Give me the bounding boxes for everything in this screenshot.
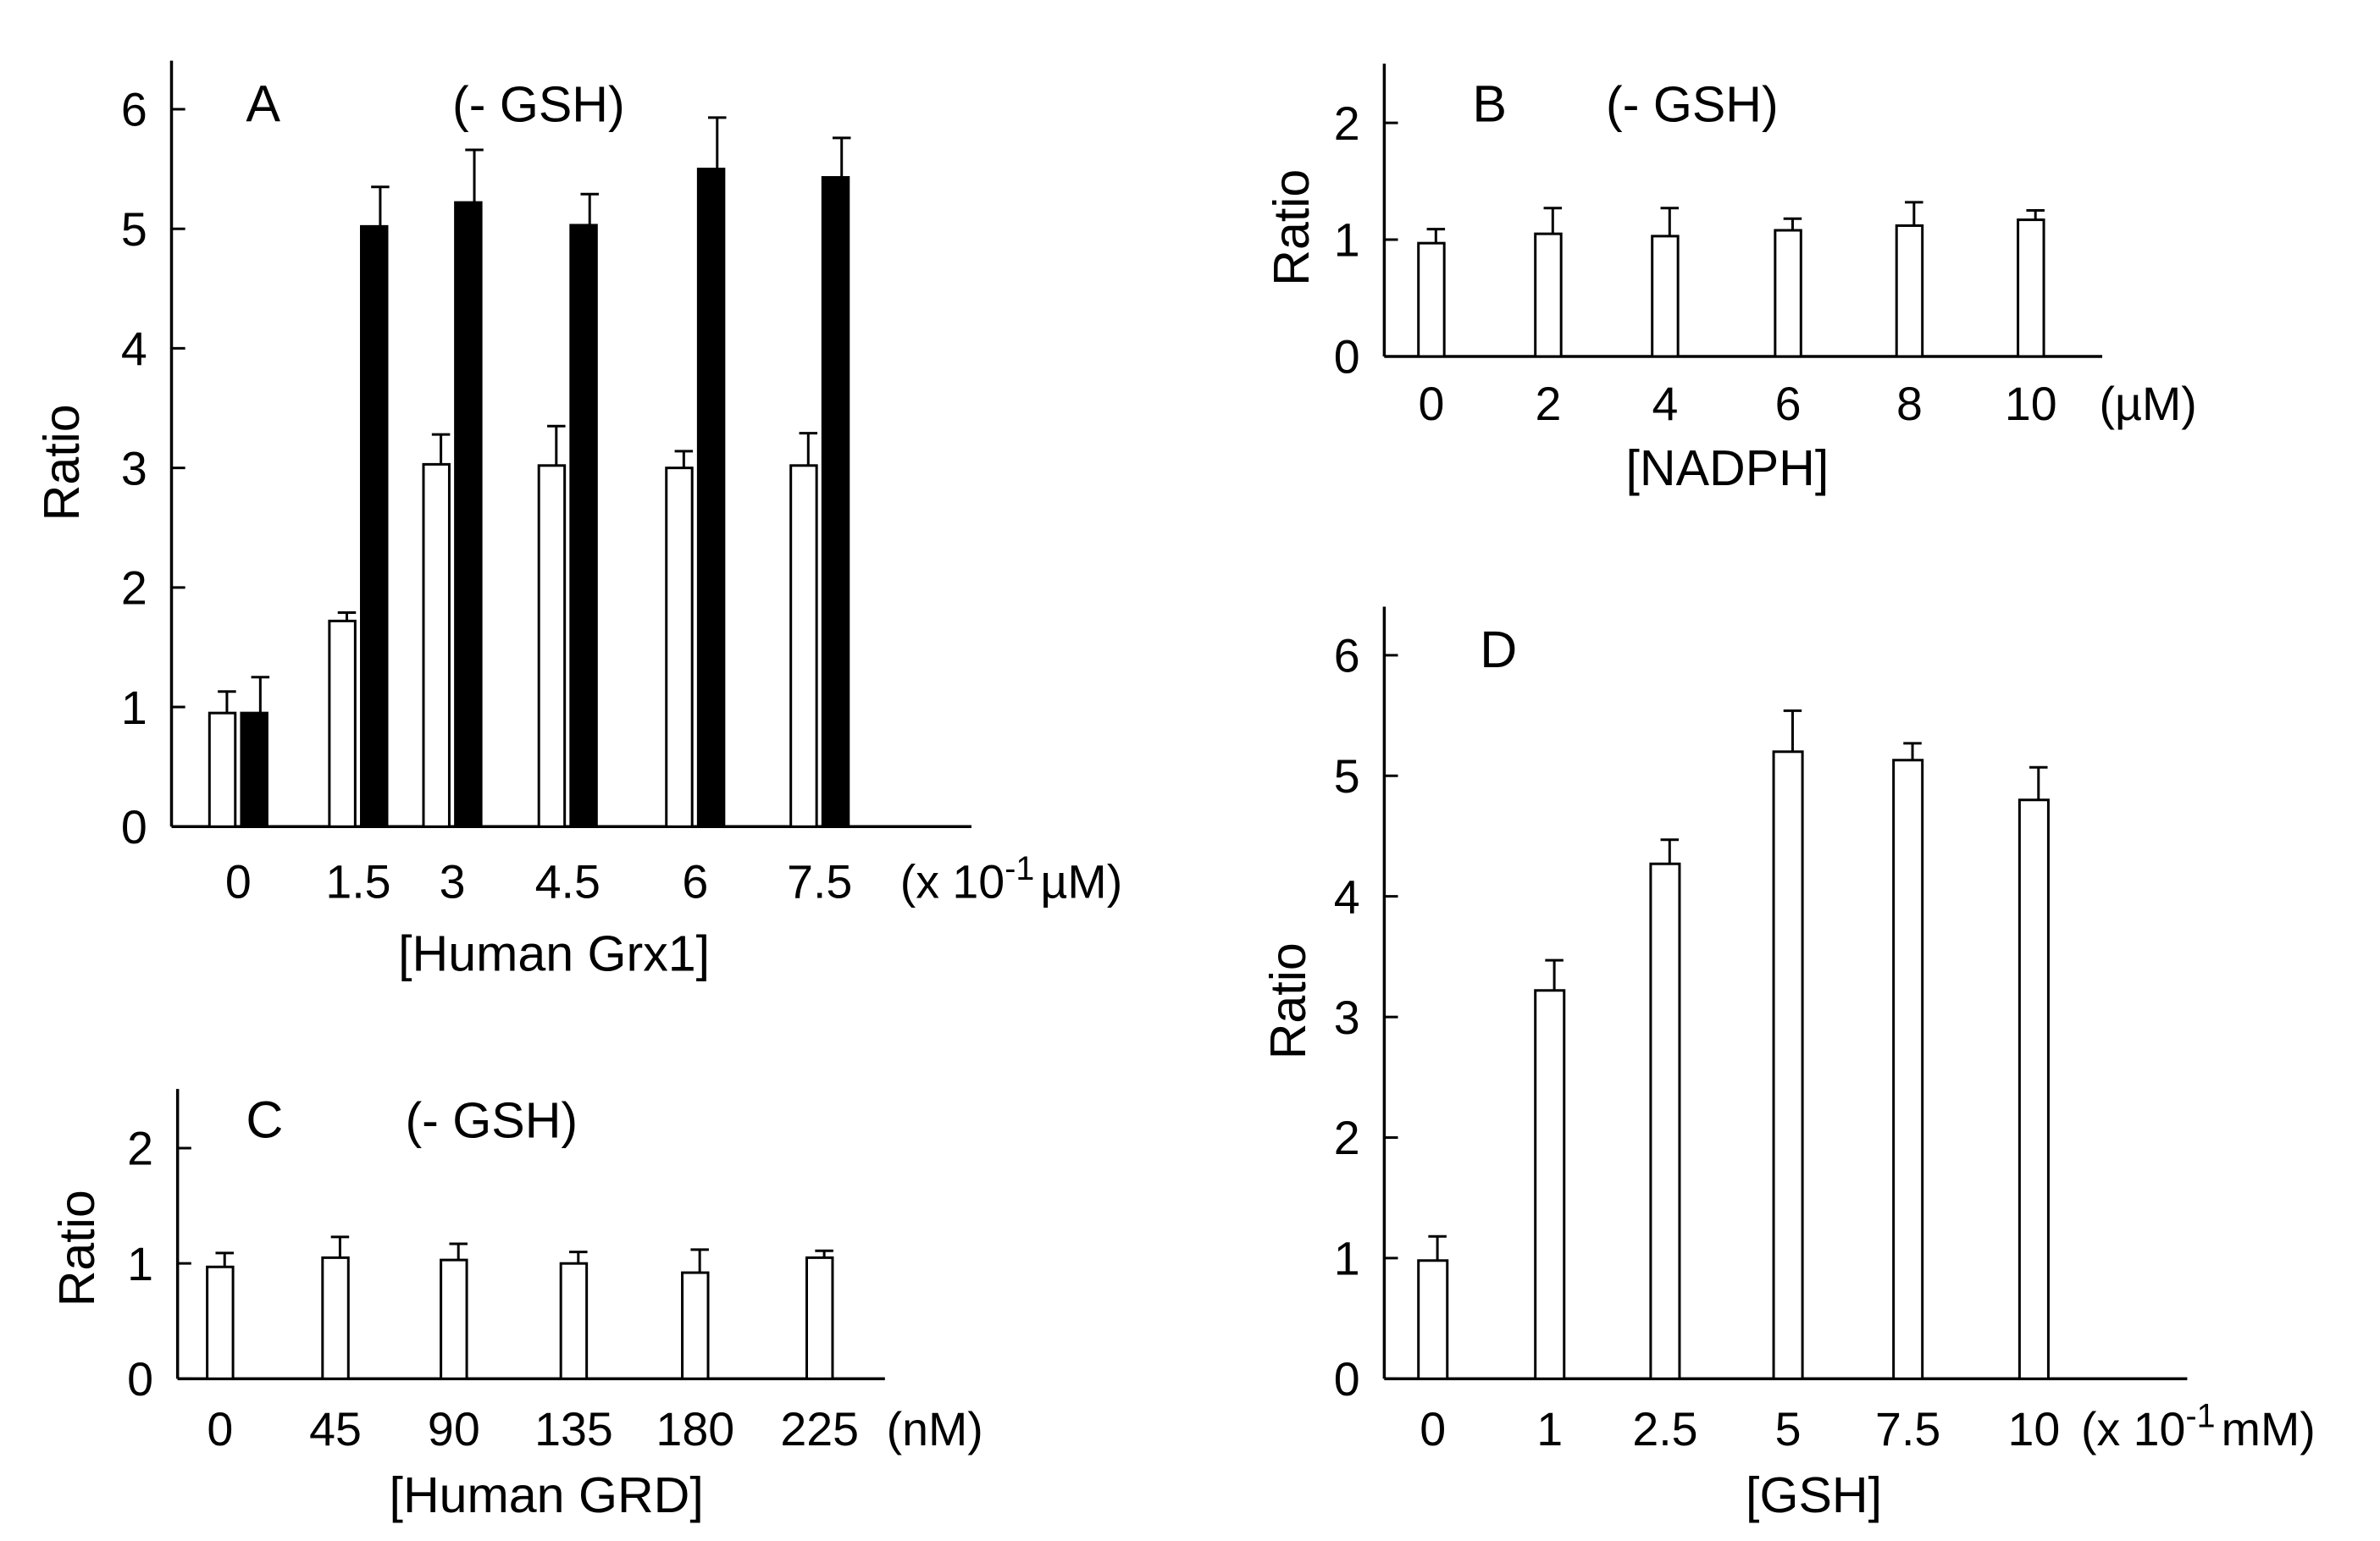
bar-open [1417,241,1446,358]
bar-filled [454,201,483,828]
x-tick-label: 6 [682,855,708,908]
x-tick-label: 1 [1536,1403,1563,1455]
y-tick-label: 1 [1334,214,1360,267]
bar-open [2017,218,2045,358]
panel-label: A [246,75,280,132]
panel-label: B [1472,75,1507,132]
bar-filled [696,168,726,828]
y-tick-label: 0 [1334,1353,1360,1406]
y-axis-label: Ratio [1259,942,1316,1059]
bar-open [1772,750,1804,1380]
x-tick-label: 0 [225,855,252,908]
x-tick-label: 2.5 [1632,1403,1697,1455]
y-axis-label: Ratio [1263,169,1320,286]
y-tick-label: 2 [127,1123,153,1175]
x-tick-label: 45 [309,1403,362,1455]
x-tick-label: 180 [656,1403,734,1455]
y-axis-label: Ratio [48,1190,105,1306]
bar-open [1774,229,1802,358]
bar-open [321,1256,350,1380]
y-tick-label: 0 [1334,331,1360,384]
bar-filled [360,224,389,828]
x-tick-label: 8 [1896,378,1923,430]
y-tick-label: 3 [121,442,147,494]
y-tick-label: 1 [1334,1233,1360,1285]
bar-open [1895,224,1924,358]
panel-title: (- GSH) [1606,75,1779,132]
x-tick-label: 7.5 [787,855,852,908]
y-tick-label: 2 [1334,97,1360,150]
x-axis-label: [NADPH] [1625,439,1829,496]
y-tick-label: 5 [1334,750,1360,803]
x-tick-label: 0 [207,1403,233,1455]
y-tick-label: 1 [127,1238,153,1290]
x-tick-label: 2 [1535,378,1561,430]
panel-title: (- GSH) [405,1092,578,1149]
x-tick-label: 0 [1418,378,1444,430]
bar-filled [569,224,598,828]
y-axis-label: Ratio [33,404,90,521]
x-tick-label: 7.5 [1875,1403,1940,1455]
x-unit-label: (µM) [2099,378,2196,430]
bar-filled [240,711,268,828]
x-tick-label: 4.5 [535,855,601,908]
bar-filled [821,175,850,828]
y-tick-label: 6 [1334,630,1360,682]
y-tick-label: 2 [1334,1112,1360,1164]
panel-b: 0 1 2 0 2 4 6 8 10 (µM) [NADPH] Ratio B (- GSH) [1263,64,2197,496]
bar-open [422,462,451,828]
x-tick-label: 1.5 [325,855,390,908]
bar-open [537,464,567,828]
x-tick-label: 10 [2005,378,2057,430]
bar-open [208,711,237,828]
bar-open [559,1262,589,1380]
bar-open [1417,1259,1449,1380]
panel-label: D [1480,621,1517,678]
x-tick-label: 0 [1420,1403,1446,1455]
bar-open [681,1271,710,1380]
y-tick-label: 0 [121,801,147,853]
bar-open [1649,862,1681,1380]
y-tick-label: 4 [121,323,147,375]
x-tick-label: 5 [1775,1403,1802,1455]
panel-c: 0 1 2 0 45 90 135 180 225 (nM) [Human GRD] Ratio C (-… [48,1089,983,1523]
y-tick-label: 5 [121,203,147,256]
y-tick-label: 4 [1334,870,1360,923]
y-tick-label: 3 [1334,991,1360,1044]
bar-open [805,1256,834,1380]
x-unit-label: (x 10-1 µM) [900,850,1122,908]
x-axis-label: [Human Grx1] [398,925,710,981]
panel-label: C [246,1091,283,1149]
y-tick-label: 6 [121,84,147,136]
y-tick-label: 2 [121,562,147,615]
bar-open [1651,235,1680,358]
bar-open [1892,759,1924,1380]
bar-open [2017,798,2050,1380]
x-axis-label: [Human GRD] [390,1466,704,1523]
bar-open [328,619,357,828]
x-tick-label: 90 [428,1403,480,1455]
x-tick-label: 10 [2008,1403,2061,1455]
x-tick-label: 135 [534,1403,613,1455]
y-tick-label: 1 [121,682,147,734]
x-unit-label: (nM) [887,1403,983,1455]
x-tick-label: 3 [440,855,466,908]
panel-title: (- GSH) [452,75,625,132]
y-tick-label: 0 [127,1353,153,1406]
bar-open [665,467,694,828]
panel-d: 0 1 2 3 4 5 6 0 1 2.5 5 7.5 10 (x 10-1 mM) [GSH] Ratio D [1259,606,2316,1523]
bar-open [1534,232,1563,358]
bar-open [789,464,818,828]
x-tick-label: 225 [780,1403,859,1455]
x-tick-label: 6 [1775,378,1802,430]
x-tick-label: 4 [1652,378,1678,430]
bar-open [206,1265,235,1380]
x-unit-label: (x 10-1 mM) [2081,1398,2316,1455]
panel-a: 0 1 2 3 4 5 6 0 1.5 3 4.5 6 7.5 (x 10-1 µM) [Human Grx1… [33,60,1122,981]
bar-open [1534,989,1566,1380]
bar-open [440,1258,468,1380]
x-axis-label: [GSH] [1746,1466,1882,1523]
